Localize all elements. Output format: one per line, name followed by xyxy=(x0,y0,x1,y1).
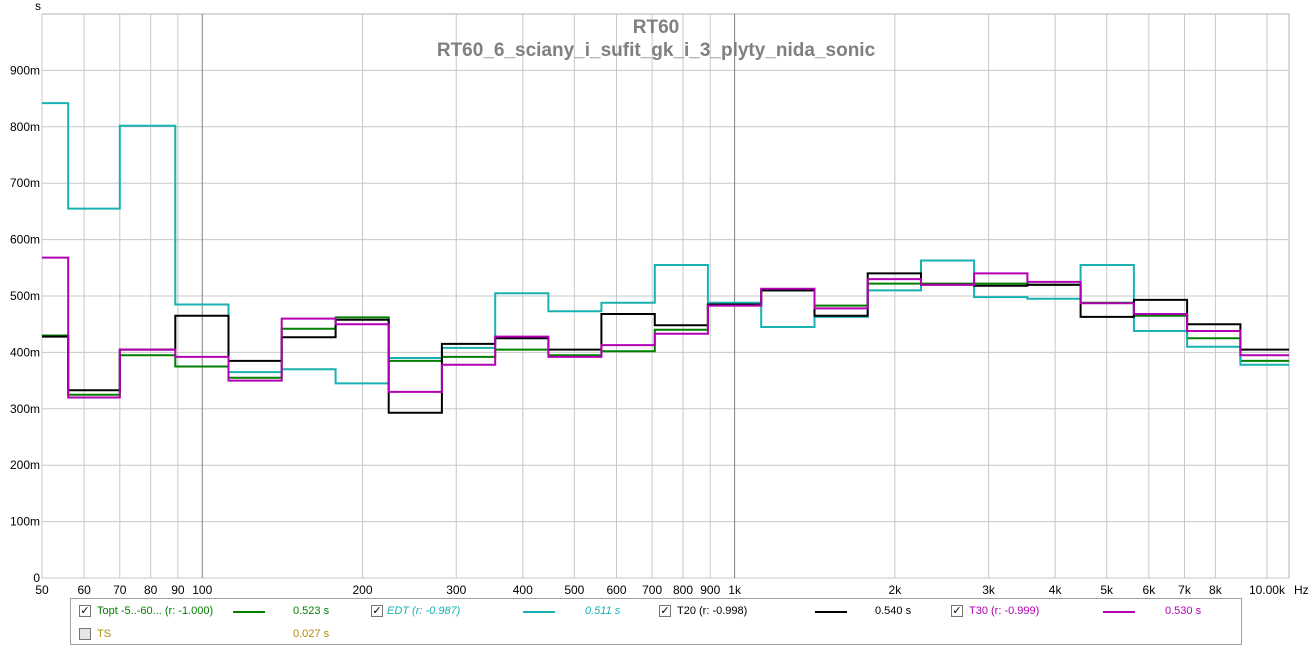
x-tick-label: 50 xyxy=(35,583,49,597)
x-tick-label: 800 xyxy=(673,583,693,597)
x-tick-label: 7k xyxy=(1178,583,1192,597)
x-tick-label: 400 xyxy=(513,583,533,597)
y-tick-label: 800m xyxy=(10,120,40,134)
legend-checkbox[interactable]: ✓ xyxy=(659,604,671,617)
legend-swatch xyxy=(233,611,265,613)
x-axis-unit: Hz xyxy=(1294,583,1309,597)
legend-label: TS xyxy=(97,628,112,640)
y-tick-label: 700m xyxy=(10,176,40,190)
x-tick-label: 6k xyxy=(1143,583,1157,597)
x-tick-label: 90 xyxy=(171,583,185,597)
x-tick-label: 700 xyxy=(642,583,662,597)
legend-label: T20 (r: -0.998) xyxy=(677,605,748,617)
x-tick-label: 300 xyxy=(446,583,466,597)
y-tick-label: 600m xyxy=(10,233,40,247)
y-axis-label: s xyxy=(35,0,41,13)
legend-swatch xyxy=(815,611,847,613)
y-tick-label: 200m xyxy=(10,458,40,472)
series-line xyxy=(42,256,1289,399)
x-tick-label: 3k xyxy=(982,583,996,597)
rt60-chart: 0 100m 200m 300m 400m 500m 600m 700m 800m 900m 50… xyxy=(10,0,1309,597)
legend-value: 0.530 s xyxy=(1165,605,1202,617)
legend-value: 0.540 s xyxy=(875,605,912,617)
legend-checkbox[interactable]: ✓ xyxy=(951,604,963,617)
series-group xyxy=(42,102,1289,414)
y-tick-label: 900m xyxy=(10,63,40,77)
x-tick-label: 60 xyxy=(77,583,91,597)
x-tick-label: 2k xyxy=(889,583,903,597)
y-tick-label: 0 xyxy=(33,571,40,585)
x-tick-label: 4k xyxy=(1049,583,1063,597)
y-tick-label: 400m xyxy=(10,345,40,359)
x-tick-label: 80 xyxy=(144,583,158,597)
legend-swatch xyxy=(523,611,555,613)
y-tick-label: 500m xyxy=(10,289,40,303)
legend-checkbox[interactable]: ✓ xyxy=(371,604,383,617)
legend-label: EDT (r: -0.987) xyxy=(387,605,461,617)
y-tick-label: 300m xyxy=(10,402,40,416)
y-tick-label: 100m xyxy=(10,515,40,529)
x-tick-label: 900 xyxy=(700,583,720,597)
legend-value: 0.511 s xyxy=(585,605,621,617)
chart-subtitle: RT60_6_sciany_i_sufit_gk_i_3_plyty_nida_… xyxy=(437,40,876,61)
legend: ✓ Topt -5..-60... (r: -1.000) 0.523 s ✓ EDT … xyxy=(70,598,1242,645)
x-tick-label: 1k xyxy=(728,583,742,597)
x-tick-label: 8k xyxy=(1209,583,1223,597)
legend-value: 0.523 s xyxy=(293,605,330,617)
x-tick-label: 600 xyxy=(606,583,626,597)
x-tick-label: 5k xyxy=(1100,583,1114,597)
x-tick-label: 500 xyxy=(564,583,584,597)
chart-title: RT60 xyxy=(633,17,679,38)
y-tick-labels: 0 100m 200m 300m 400m 500m 600m 700m 800m 900m xyxy=(10,63,40,585)
legend-swatch xyxy=(1103,611,1135,613)
legend-label: Topt -5..-60... (r: -1.000) xyxy=(97,605,214,617)
x-tick-label: 70 xyxy=(113,583,127,597)
legend-checkbox[interactable]: ✓ xyxy=(79,604,91,617)
x-tick-label: 100 xyxy=(192,583,212,597)
legend-checkbox[interactable] xyxy=(79,628,91,640)
x-tick-label: 10.00k xyxy=(1249,583,1286,597)
legend-value: 0.027 s xyxy=(293,628,330,640)
x-tick-label: 200 xyxy=(352,583,372,597)
x-tick-labels: 50 60 70 80 90 100 200 300 400 500 600 700 800 900 1k 2… xyxy=(35,583,1286,597)
legend-label: T30 (r: -0.999) xyxy=(969,605,1040,617)
